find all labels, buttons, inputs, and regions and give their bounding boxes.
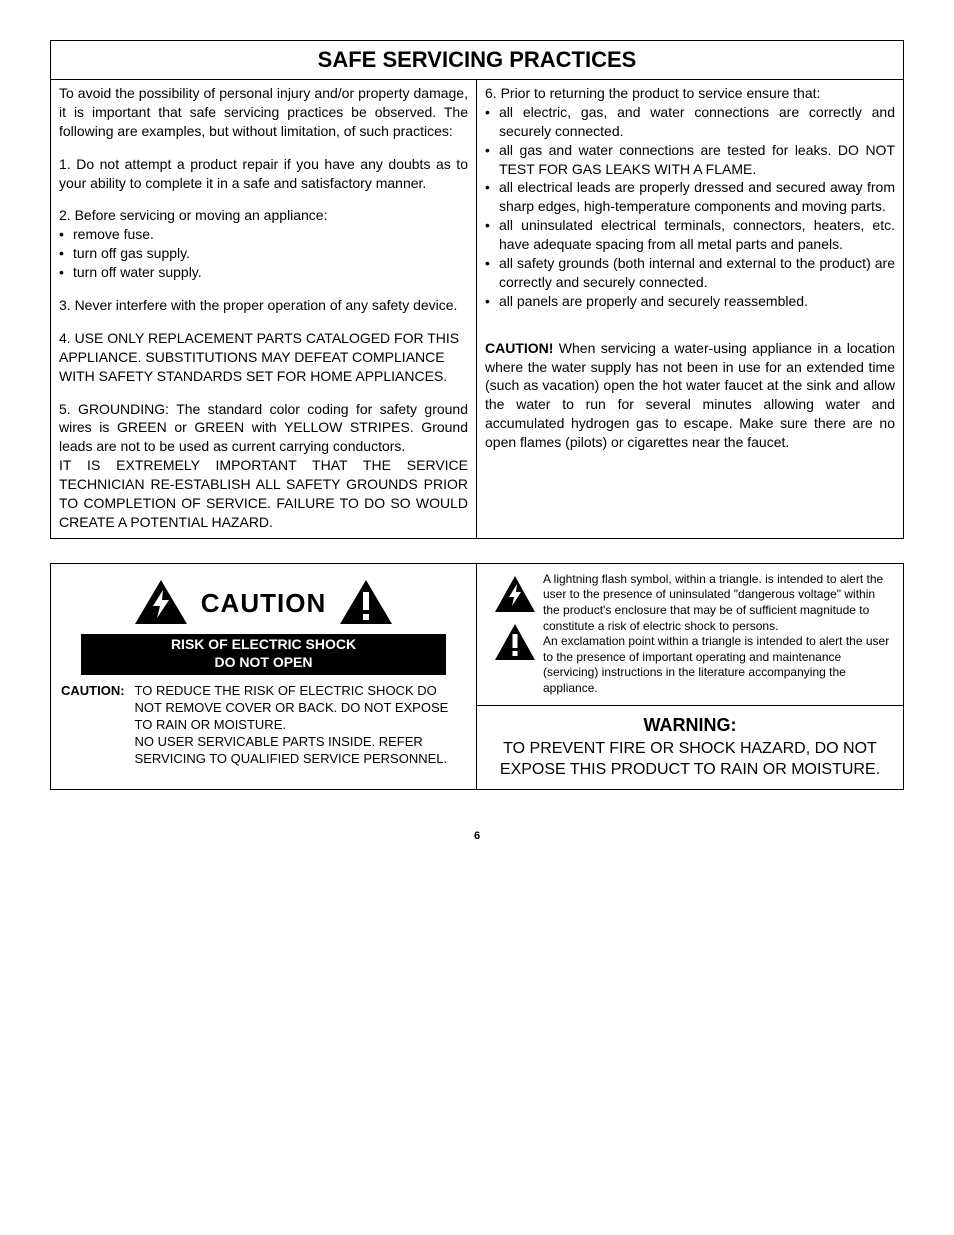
bullet-icon: •: [485, 292, 499, 311]
risk-band: RISK OF ELECTRIC SHOCK DO NOT OPEN: [81, 634, 446, 675]
caution-body: CAUTION: TO REDUCE THE RISK OF ELECTRIC …: [61, 683, 466, 767]
caution-text: When servicing a water-using appliance i…: [485, 340, 895, 450]
exclamation-triangle-icon: [493, 622, 537, 662]
item-3: 3. Never interfere with the proper opera…: [59, 296, 468, 315]
caution-graphic: CAUTION: [61, 572, 466, 632]
caution-paragraph: CAUTION! When servicing a water-using ap…: [485, 339, 895, 452]
intro-paragraph: To avoid the possibility of personal inj…: [59, 84, 468, 141]
safe-servicing-title: SAFE SERVICING PRACTICES: [51, 41, 903, 80]
lightning-triangle-icon: [133, 578, 189, 630]
bullet-icon: •: [59, 244, 73, 263]
caution-body-label: CAUTION:: [61, 683, 135, 767]
bullet-text: all uninsulated electrical terminals, co…: [499, 216, 895, 254]
item-4: 4. USE ONLY REPLACEMENT PARTS CATALOGED …: [59, 329, 468, 386]
bullet-text: all safety grounds (both internal and ex…: [499, 254, 895, 292]
bullet-text: turn off gas supply.: [73, 244, 468, 263]
exclamation-triangle-icon: [338, 578, 394, 630]
bullet-icon: •: [59, 225, 73, 244]
exclamation-explanation: An exclamation point within a triangle i…: [543, 634, 893, 696]
item-6-bullet: • all electric, gas, and water connectio…: [485, 103, 895, 141]
symbol-icons-column: [487, 572, 543, 697]
left-column: To avoid the possibility of personal inj…: [51, 80, 477, 538]
bullet-text: turn off water supply.: [73, 263, 468, 282]
band-line-2: DO NOT OPEN: [81, 654, 446, 672]
item-6-bullet: • all gas and water connections are test…: [485, 141, 895, 179]
bullet-icon: •: [485, 103, 499, 141]
caution-body-text: TO REDUCE THE RISK OF ELECTRIC SHOCK DO …: [135, 683, 466, 767]
item-2-heading: 2. Before servicing or moving an applian…: [59, 206, 468, 225]
bullet-text: all electrical leads are properly dresse…: [499, 178, 895, 216]
item-6-bullet: • all electrical leads are properly dres…: [485, 178, 895, 216]
bullet-icon: •: [485, 178, 499, 216]
item-2-bullet: • remove fuse.: [59, 225, 468, 244]
item-6-heading: 6. Prior to returning the product to ser…: [485, 84, 895, 103]
lower-warning-grid: CAUTION RISK OF ELECTRIC SHOCK DO NOT OP…: [50, 563, 904, 790]
bullet-text: remove fuse.: [73, 225, 468, 244]
bullet-text: all gas and water connections are tested…: [499, 141, 895, 179]
warning-title: WARNING:: [487, 714, 893, 737]
caution-label: CAUTION!: [485, 340, 553, 356]
item-2-bullet: • turn off water supply.: [59, 263, 468, 282]
warning-panel: WARNING: TO PREVENT FIRE OR SHOCK HAZARD…: [477, 706, 903, 789]
lightning-explanation: A lightning flash symbol, within a trian…: [543, 572, 893, 634]
safe-servicing-columns: To avoid the possibility of personal inj…: [51, 80, 903, 538]
item-1: 1. Do not attempt a product repair if yo…: [59, 155, 468, 193]
item-6-bullet: • all panels are properly and securely r…: [485, 292, 895, 311]
bullet-text: all panels are properly and securely rea…: [499, 292, 895, 311]
right-column: 6. Prior to returning the product to ser…: [477, 80, 903, 538]
symbol-explanation-panel: A lightning flash symbol, within a trian…: [477, 564, 903, 706]
bullet-icon: •: [485, 254, 499, 292]
warning-text: TO PREVENT FIRE OR SHOCK HAZARD, DO NOT …: [487, 739, 893, 781]
safe-servicing-box: SAFE SERVICING PRACTICES To avoid the po…: [50, 40, 904, 539]
band-line-1: RISK OF ELECTRIC SHOCK: [81, 636, 446, 654]
symbol-explanation-text: A lightning flash symbol, within a trian…: [543, 572, 893, 697]
item-2-bullet: • turn off gas supply.: [59, 244, 468, 263]
item-6-bullet: • all uninsulated electrical terminals, …: [485, 216, 895, 254]
bullet-icon: •: [59, 263, 73, 282]
caution-word: CAUTION: [193, 587, 334, 621]
bullet-icon: •: [485, 141, 499, 179]
bullet-text: all electric, gas, and water connections…: [499, 103, 895, 141]
lightning-triangle-icon: [493, 574, 537, 614]
page-number: 6: [50, 830, 904, 842]
item-6-bullet: • all safety grounds (both internal and …: [485, 254, 895, 292]
item-5: 5. GROUNDING: The standard color coding …: [59, 400, 468, 532]
bullet-icon: •: [485, 216, 499, 254]
caution-panel: CAUTION RISK OF ELECTRIC SHOCK DO NOT OP…: [51, 564, 477, 789]
